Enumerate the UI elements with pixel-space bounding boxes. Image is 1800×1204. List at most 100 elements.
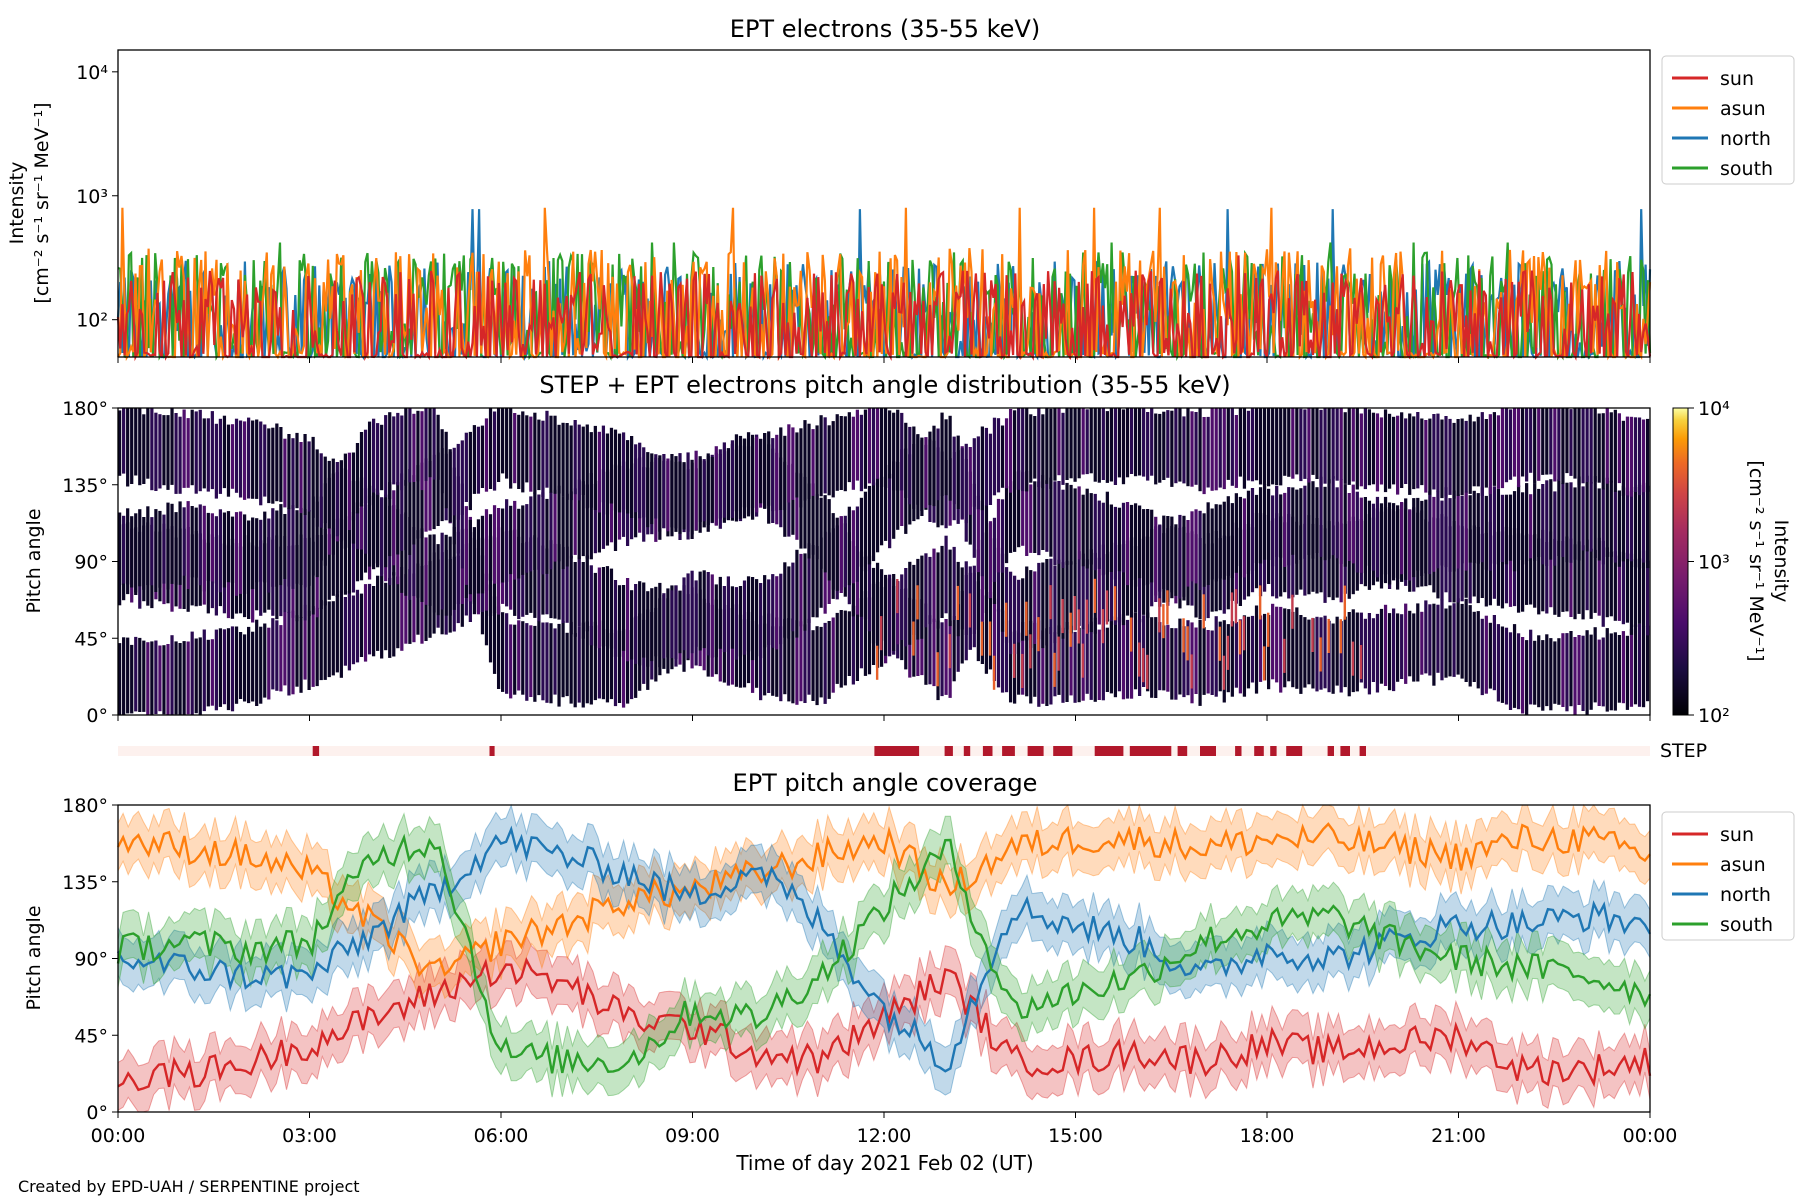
colorbar-tick-label: 10² — [1698, 705, 1730, 727]
pad-cell — [948, 549, 952, 627]
pad-cell — [315, 501, 319, 578]
pad-cell — [702, 459, 706, 522]
pad-cell — [170, 635, 174, 715]
pad-cell — [1041, 414, 1045, 489]
pad-cell — [468, 519, 472, 595]
pad-cell — [319, 496, 323, 561]
pad-cell — [722, 586, 726, 653]
pad-cell — [1440, 599, 1444, 681]
pad-cell — [956, 435, 960, 509]
pad-cell-high — [1267, 612, 1270, 647]
pad-cell — [1093, 617, 1097, 702]
pad-cell — [480, 425, 485, 488]
pad-cell — [630, 590, 634, 660]
pad-cell — [1101, 544, 1105, 632]
pad-cell — [1480, 487, 1484, 563]
pad-cell — [787, 566, 791, 639]
pad-cell — [763, 575, 767, 648]
pad-cell — [436, 544, 440, 616]
pad-cell — [1408, 509, 1412, 581]
pad-cell — [412, 573, 416, 643]
pad-cell — [904, 422, 908, 498]
pad-cell — [214, 423, 218, 499]
pad-cell — [1125, 619, 1130, 699]
pad-cell — [1105, 491, 1109, 575]
pad-cell — [710, 574, 714, 658]
pad-cell — [339, 591, 343, 678]
pad-cell — [142, 517, 146, 590]
pad-cell — [1387, 413, 1392, 489]
pad-cell — [521, 543, 525, 617]
pad-cell — [589, 432, 593, 508]
pad-cell — [315, 607, 319, 687]
pad-cell — [884, 465, 888, 541]
pad-cell — [259, 421, 263, 506]
pad-cell — [1271, 408, 1275, 485]
pad-cell — [509, 505, 513, 575]
pad-cell — [1444, 487, 1448, 568]
pad-cell — [392, 490, 396, 566]
pad-cell — [311, 606, 315, 687]
step-segment — [982, 746, 993, 756]
pad-cell — [1170, 410, 1174, 487]
pad-cell-high — [1242, 616, 1246, 651]
pad-cell — [1234, 415, 1238, 488]
colorbar-unit: [cm⁻² s⁻¹ sr⁻¹ MeV⁻¹] — [1745, 460, 1767, 661]
pad-cell — [275, 423, 279, 502]
pad-cell — [1617, 490, 1621, 567]
pad-cell-high — [1283, 638, 1286, 673]
pad-cell — [1162, 625, 1166, 691]
pad-cell — [194, 638, 198, 714]
pad-cell-high — [1162, 604, 1165, 639]
pad-cell — [863, 409, 868, 489]
pad-cell — [1154, 617, 1158, 698]
pad-cell — [480, 515, 485, 594]
pad-cell — [251, 420, 255, 499]
pad-cell — [1468, 605, 1472, 687]
pad-cell — [1267, 488, 1271, 560]
pad-cell — [557, 623, 561, 707]
pad-cell — [1303, 523, 1307, 596]
pad-cell — [496, 408, 501, 482]
pad-cell — [1133, 612, 1138, 690]
pad-cell — [1589, 634, 1593, 710]
pad-cell — [1137, 505, 1142, 579]
pad-cell — [1097, 557, 1101, 625]
pad-cell — [718, 449, 722, 529]
pad-cell — [521, 411, 525, 493]
pad-cell — [412, 413, 416, 482]
pad-cell — [1029, 484, 1033, 553]
pad-cell — [1641, 482, 1646, 563]
pad-cell — [940, 545, 944, 618]
series-line-asun — [117, 207, 1652, 362]
pad-cell — [355, 481, 360, 549]
pad-cell — [1597, 488, 1601, 561]
pad-cell — [1085, 488, 1089, 569]
pad-cell — [1391, 608, 1396, 692]
pad-cell — [186, 641, 190, 715]
pad-cell — [1226, 496, 1230, 576]
pad-cell — [1045, 628, 1049, 706]
pad-cell — [1162, 515, 1166, 589]
pad-cell — [988, 433, 993, 505]
pad-cell — [327, 460, 331, 529]
pad-cell — [299, 617, 303, 693]
pad-cell — [130, 516, 134, 588]
pad-panel-title: STEP + EPT electrons pitch angle distrib… — [539, 371, 1230, 399]
legend-box — [1661, 55, 1795, 185]
pad-cell — [1319, 409, 1323, 486]
step-segment — [1002, 746, 1015, 756]
pad-cell — [1504, 408, 1509, 483]
pad-cell-high — [1351, 641, 1355, 676]
pad-cell — [202, 629, 206, 712]
pad-cell — [1593, 476, 1597, 558]
pad-cell — [1073, 488, 1077, 564]
pad-cell — [1593, 408, 1597, 482]
pad-cell — [230, 516, 235, 583]
pad-cell — [968, 447, 972, 515]
pad-cell — [1230, 408, 1234, 486]
pad-cell — [1613, 491, 1617, 563]
pad-cell — [1037, 620, 1041, 707]
pad-cell — [1641, 626, 1646, 708]
pad-cell — [198, 504, 202, 586]
